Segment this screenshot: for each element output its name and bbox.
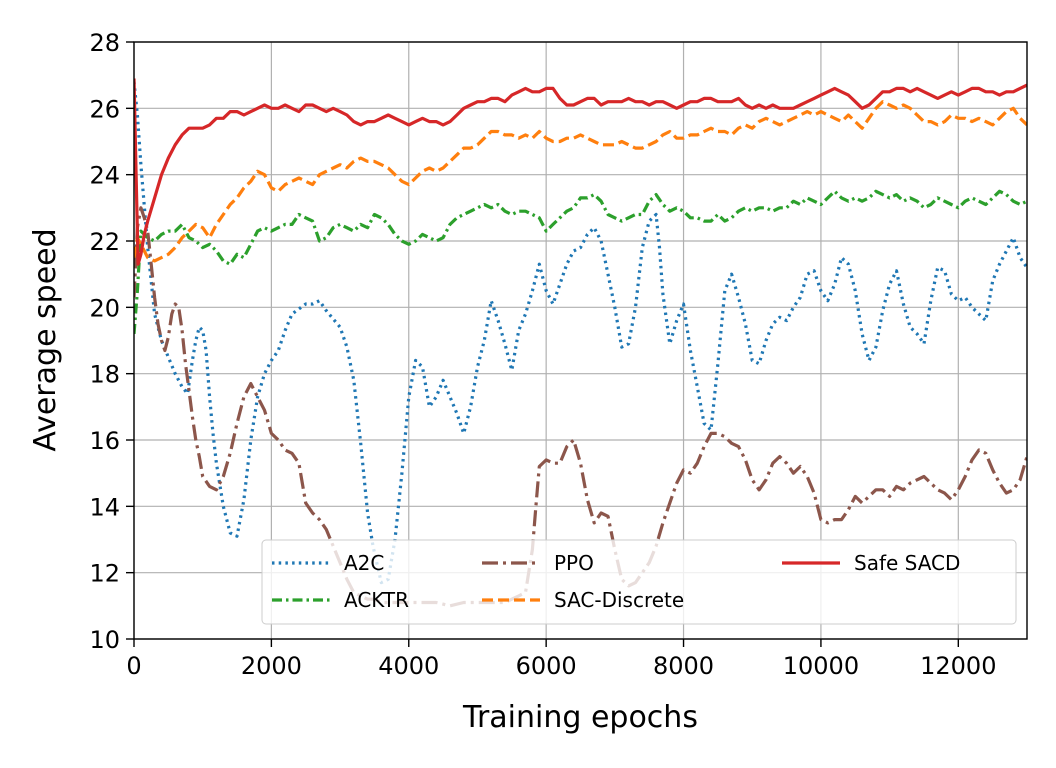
y-tick-label: 28 bbox=[89, 29, 120, 57]
x-tick-label: 2000 bbox=[241, 652, 302, 680]
y-tick-label: 12 bbox=[89, 560, 120, 588]
y-tick-label: 26 bbox=[89, 95, 120, 123]
x-tick-label: 10000 bbox=[783, 652, 859, 680]
legend: A2C ACKTR PPO SAC-Discrete Safe SACD bbox=[261, 539, 1017, 625]
y-tick-label: 16 bbox=[89, 427, 120, 455]
legend-label-a2c: A2C bbox=[344, 551, 384, 575]
x-tick-label: 6000 bbox=[516, 652, 577, 680]
x-tick-label: 8000 bbox=[653, 652, 714, 680]
y-tick-label: 20 bbox=[89, 294, 120, 322]
x-tick-label: 12000 bbox=[920, 652, 996, 680]
legend-label-acktr: ACKTR bbox=[344, 588, 409, 612]
y-axis-label: Average speed bbox=[28, 228, 63, 451]
series-line-acktr bbox=[134, 189, 1027, 335]
series-line-safe-sacd bbox=[134, 78, 1027, 266]
y-tick-label: 24 bbox=[89, 162, 120, 190]
plot-frame bbox=[133, 41, 1028, 640]
series-group bbox=[134, 78, 1027, 608]
x-tick-label: 0 bbox=[126, 652, 141, 680]
legend-label-sac-discrete: SAC-Discrete bbox=[554, 588, 684, 612]
series-line-ppo bbox=[134, 206, 1027, 608]
legend-label-ppo: PPO bbox=[554, 551, 594, 575]
y-tick-label: 18 bbox=[89, 361, 120, 389]
series-line-sac-discrete bbox=[134, 100, 1027, 263]
y-tick-label: 10 bbox=[89, 626, 120, 654]
x-axis-label: Training epochs bbox=[462, 700, 698, 735]
axis-ticks: 0 2000 4000 6000 8000 10000 12000 10 12 14 16 18 20 2… bbox=[89, 29, 996, 680]
x-tick-label: 4000 bbox=[378, 652, 439, 680]
legend-box bbox=[261, 539, 1017, 625]
y-tick-label: 22 bbox=[89, 228, 120, 256]
legend-label-safe-sacd: Safe SACD bbox=[854, 551, 960, 575]
y-tick-label: 14 bbox=[89, 493, 120, 521]
